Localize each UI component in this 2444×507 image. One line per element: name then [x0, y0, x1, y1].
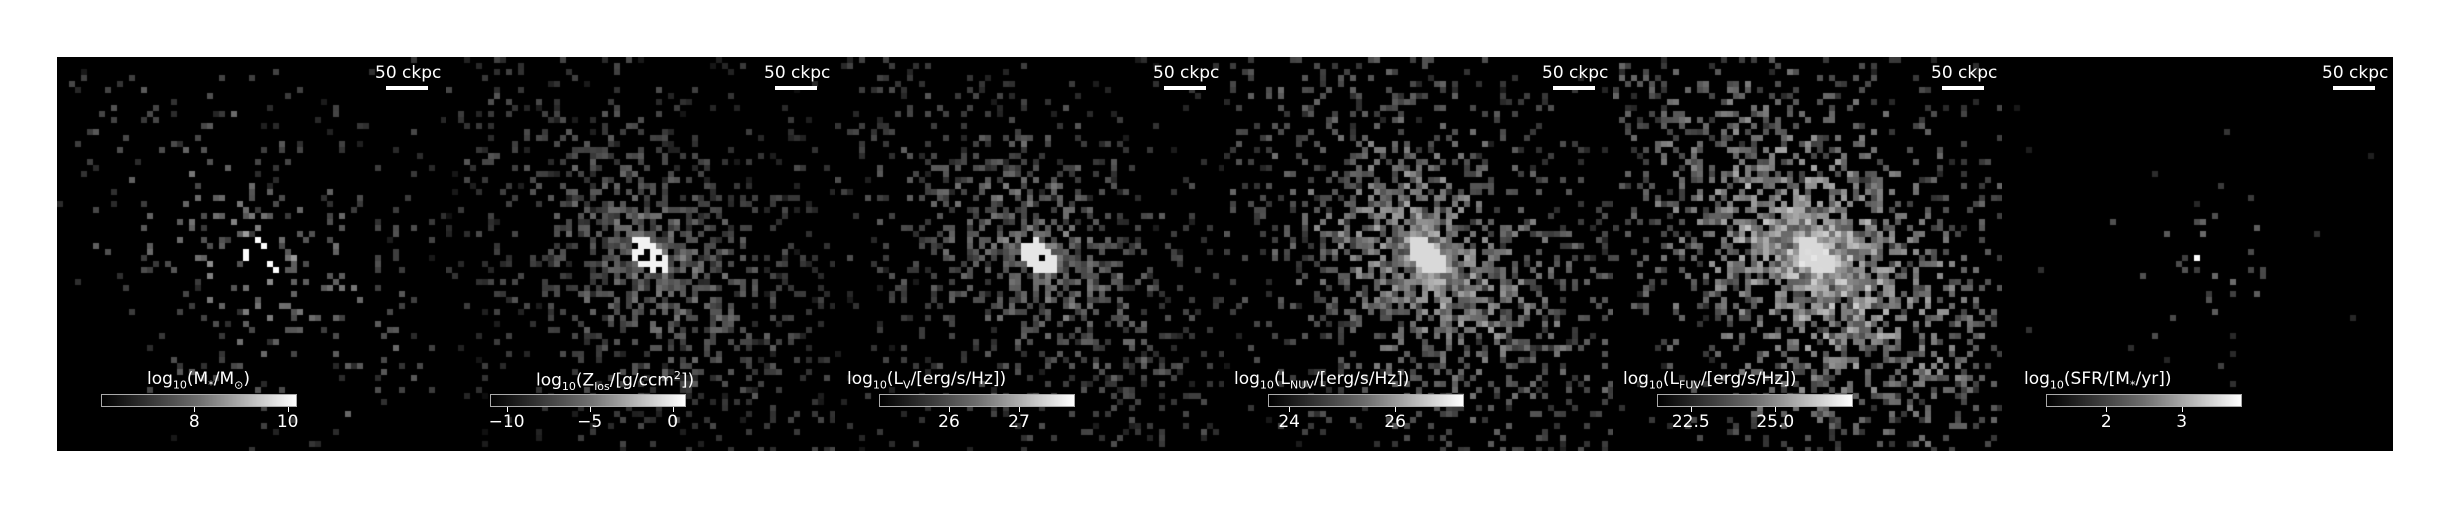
image-nuv: [1224, 57, 1613, 451]
colorbar-tick: [1395, 407, 1397, 412]
panel-metallicity: 50 ckpc log10(Zlos/[g/ccm2]) −10 −5 0: [446, 57, 835, 451]
colorbar-tick-label: 8: [188, 412, 200, 432]
scale-bar-label: 50 ckpc: [2322, 63, 2389, 83]
colorbar-tick: [1775, 407, 1777, 412]
colorbar-tick-label: 0: [667, 412, 679, 432]
colorbar-label: log10(Zlos/[g/ccm2]): [536, 369, 695, 394]
scale-bar-label: 50 ckpc: [1931, 63, 1998, 83]
panel-sfr: 50 ckpc log10(SFR/[M*/yr]) 2 3: [2002, 57, 2393, 451]
colorbar: [490, 394, 686, 407]
colorbar-label: log10(LFUV/[erg/s/Hz]): [1623, 369, 1797, 392]
image-v-band: [835, 57, 1224, 451]
scale-bar: [1942, 86, 1984, 90]
colorbar-tick-label: 26: [1384, 412, 1406, 432]
scale-bar: [775, 86, 817, 90]
colorbar-tick: [1289, 407, 1291, 412]
scale-bar-label: 50 ckpc: [1153, 63, 1220, 83]
panel-stellar-mass: 50 ckpc log10(M*/M⊙) 8 10: [57, 57, 446, 451]
colorbar-tick-label: 2: [2100, 412, 2112, 432]
scale-bar-label: 50 ckpc: [375, 63, 442, 83]
panel-nuv: 50 ckpc log10(LNUV/[erg/s/Hz]) 24 26: [1224, 57, 1613, 451]
scale-bar-label: 50 ckpc: [1542, 63, 1609, 83]
colorbar-tick: [194, 407, 196, 412]
scale-bar: [1164, 86, 1206, 90]
image-metallicity: [446, 57, 835, 451]
colorbar-label: log10(LV/[erg/s/Hz]): [847, 369, 1007, 392]
colorbar-tick-label: −5: [577, 412, 603, 432]
colorbar-tick-label: −10: [488, 412, 525, 432]
colorbar: [1657, 394, 1853, 407]
colorbar-tick-label: 26: [938, 412, 960, 432]
colorbar-label: log10(M*/M⊙): [147, 369, 250, 392]
scale-bar: [2333, 86, 2375, 90]
colorbar: [101, 394, 297, 407]
image-fuv: [1613, 57, 2002, 451]
colorbar: [879, 394, 1075, 407]
panel-v-band: 50 ckpc log10(LV/[erg/s/Hz]) 26 27: [835, 57, 1224, 451]
colorbar-tick: [1690, 407, 1692, 412]
colorbar-tick-label: 22.5: [1671, 412, 1710, 432]
colorbar-tick-label: 24: [1278, 412, 1301, 432]
colorbar-tick-label: 27: [1008, 412, 1030, 432]
colorbar: [2046, 394, 2242, 407]
scale-bar: [1553, 86, 1595, 90]
colorbar-label: log10(SFR/[M*/yr]): [2024, 369, 2172, 392]
colorbar-tick-label: 10: [276, 412, 299, 432]
colorbar-tick: [672, 407, 674, 412]
colorbar-tick: [589, 407, 591, 412]
panel-fuv: 50 ckpc log10(LFUV/[erg/s/Hz]) 22.5 25.0: [1613, 57, 2002, 451]
colorbar-tick: [1019, 407, 1020, 412]
figure-strip: 50 ckpc log10(M*/M⊙) 8 10 50 ckpc log10(…: [57, 57, 2393, 451]
colorbar-label: log10(LNUV/[erg/s/Hz]): [1234, 369, 1410, 392]
colorbar-tick: [949, 407, 950, 412]
colorbar-tick: [287, 407, 289, 412]
image-sfr: [2002, 57, 2393, 451]
colorbar-tick-label: 3: [2176, 412, 2188, 432]
colorbar-tick-label: 25.0: [1756, 412, 1795, 432]
colorbar-tick: [2106, 407, 2108, 412]
scale-bar-label: 50 ckpc: [764, 63, 831, 83]
image-stellar-mass: [57, 57, 446, 451]
colorbar-tick: [2181, 407, 2183, 412]
colorbar: [1268, 394, 1464, 407]
scale-bar: [386, 86, 428, 90]
colorbar-tick: [506, 407, 508, 412]
